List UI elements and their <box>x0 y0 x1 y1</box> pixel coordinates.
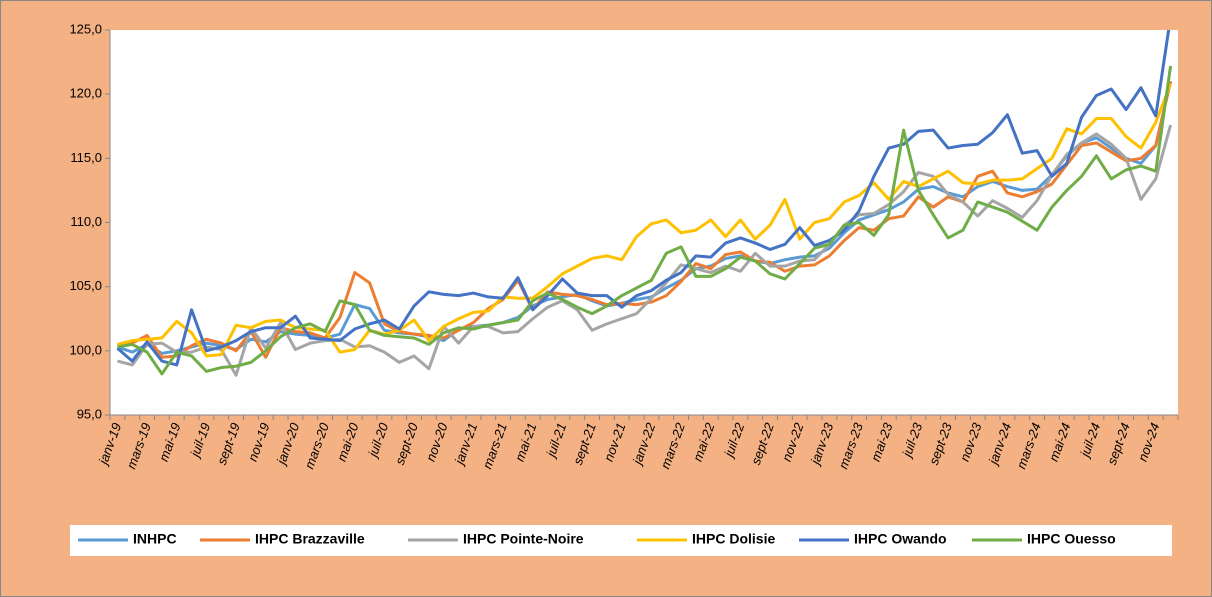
series-line <box>117 124 1173 377</box>
legend-label: INHPC <box>133 531 177 547</box>
series-line <box>116 80 1173 355</box>
y-tick-label: 115,0 <box>70 150 102 165</box>
series-line <box>117 83 1172 358</box>
series-line <box>116 30 1171 367</box>
y-tick-label: 120,0 <box>69 86 102 101</box>
legend-label: IHPC Dolisie <box>692 531 775 547</box>
y-tick-label: 105,0 <box>69 278 102 293</box>
plot-area <box>110 30 1178 415</box>
legend-label: IHPC Owando <box>854 531 947 547</box>
series-line <box>117 65 1173 376</box>
series-lines <box>116 30 1173 377</box>
legend-label: IHPC Brazzaville <box>255 531 365 547</box>
y-tick-label: 100,0 <box>69 342 102 357</box>
y-tick-label: 125,0 <box>69 21 102 36</box>
legend-label: IHPC Pointe-Noire <box>463 531 584 547</box>
y-tick-label: 110,0 <box>70 214 102 229</box>
legend-label: IHPC Ouesso <box>1027 531 1116 547</box>
y-tick-label: 95,0 <box>77 406 102 421</box>
